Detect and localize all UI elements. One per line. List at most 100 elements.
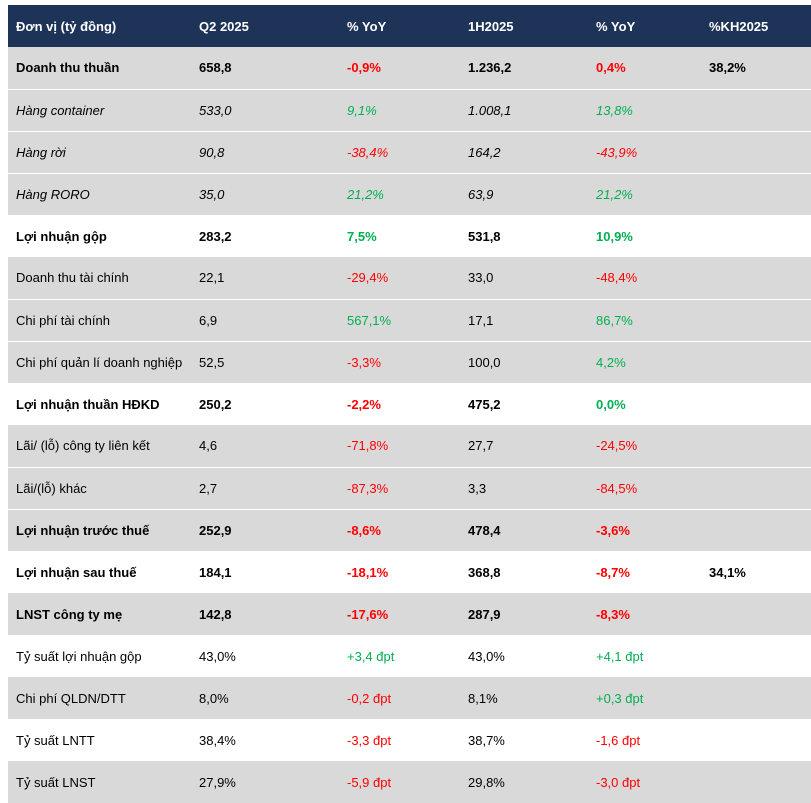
row-label: Hàng container bbox=[8, 89, 191, 132]
q2-yoy-value: 567,1% bbox=[339, 299, 460, 342]
kh-value bbox=[701, 131, 811, 174]
header-q2-yoy: % YoY bbox=[347, 18, 387, 34]
h1-yoy-value: -48,4% bbox=[588, 257, 701, 300]
q2-yoy-value: -0,9% bbox=[339, 47, 460, 90]
table-row: Lợi nhuận trước thuế 252,9 -8,6% 478,4 -… bbox=[8, 509, 811, 551]
table-row: LNST công ty mẹ 142,8 -17,6% 287,9 -8,3% bbox=[8, 593, 811, 635]
kh-value: 38,2% bbox=[701, 47, 811, 90]
h1-value: 38,7% bbox=[468, 732, 505, 748]
q2-value: 533,0 bbox=[191, 89, 339, 132]
table-row: Doanh thu tài chính 22,1 -29,4% 33,0 -48… bbox=[8, 257, 811, 300]
q2-value: 43,0% bbox=[199, 648, 236, 664]
h1-value: 1.236,2 bbox=[460, 47, 588, 90]
q2-value: 35,0 bbox=[199, 186, 225, 202]
h1-yoy-value: -8,7% bbox=[596, 564, 630, 580]
q2-value: 283,2 bbox=[199, 228, 232, 244]
q2-yoy-value: -5,9 đpt bbox=[347, 774, 392, 790]
h1-value: 3,3 bbox=[460, 467, 588, 510]
q2-value: 38,4% bbox=[199, 732, 236, 748]
header-q2-2025: Q2 2025 bbox=[199, 18, 249, 34]
q2-yoy-value: -2,2% bbox=[347, 396, 381, 412]
table-row: Chi phí tài chính 6,9 567,1% 17,1 86,7% bbox=[8, 299, 811, 342]
h1-value: 478,4 bbox=[468, 522, 501, 538]
h1-yoy-value: -84,5% bbox=[588, 467, 701, 510]
kh-value bbox=[701, 383, 811, 425]
q2-yoy-value: 9,1% bbox=[339, 89, 460, 132]
table-row: Hàng rời 90,8 -38,4% 164,2 -43,9% bbox=[8, 131, 811, 174]
h1-yoy-value: 13,8% bbox=[588, 89, 701, 132]
h1-yoy-value: 0,0% bbox=[596, 396, 626, 412]
h1-value: 164,2 bbox=[460, 131, 588, 174]
q2-value: 22,1 bbox=[191, 257, 339, 300]
table-row: Hàng container 533,0 9,1% 1.008,1 13,8% bbox=[8, 89, 811, 132]
q2-value: 52,5 bbox=[199, 354, 225, 370]
h1-value: 531,8 bbox=[468, 228, 501, 244]
q2-value: 8,0% bbox=[199, 690, 229, 706]
q2-yoy-value: -87,3% bbox=[339, 467, 460, 510]
table-row: Chi phí quản lí doanh nghiệp 52,5 -3,3% … bbox=[8, 341, 811, 383]
kh-value bbox=[701, 677, 811, 719]
q2-yoy-value: 21,2% bbox=[347, 186, 384, 202]
row-label: Lợi nhuận trước thuế bbox=[16, 522, 150, 538]
row-label: Lợi nhuận thuần HĐKD bbox=[16, 396, 160, 412]
row-label: Lãi/ (lỗ) công ty liên kết bbox=[8, 425, 191, 468]
h1-yoy-value: +0,3 đpt bbox=[596, 690, 644, 706]
row-label: Chi phí tài chính bbox=[8, 299, 191, 342]
kh-value bbox=[701, 341, 811, 383]
q2-value: 4,6 bbox=[191, 425, 339, 468]
kh-value bbox=[701, 215, 811, 257]
row-label: Doanh thu tài chính bbox=[8, 257, 191, 300]
row-label: Lợi nhuận sau thuế bbox=[16, 564, 137, 580]
q2-yoy-value: -0,2 đpt bbox=[347, 690, 392, 706]
header-1h2025: 1H2025 bbox=[468, 18, 514, 34]
h1-value: 287,9 bbox=[468, 606, 501, 622]
h1-yoy-value: -1,6 đpt bbox=[596, 732, 641, 748]
q2-yoy-value: -17,6% bbox=[347, 606, 389, 622]
table-row: Lợi nhuận sau thuế 184,1 -18,1% 368,8 -8… bbox=[8, 551, 811, 593]
table-row: Tỷ suất lợi nhuận gộp 43,0% +3,4 đpt 43,… bbox=[8, 635, 811, 677]
h1-yoy-value: -8,3% bbox=[596, 606, 630, 622]
h1-yoy-value: -3,6% bbox=[596, 522, 630, 538]
table-row: Tỷ suất LNTT 38,4% -3,3 đpt 38,7% -1,6 đ… bbox=[8, 719, 811, 761]
header-1h-yoy: % YoY bbox=[596, 18, 636, 34]
q2-value: 142,8 bbox=[199, 606, 232, 622]
h1-value: 100,0 bbox=[468, 354, 501, 370]
kh-value bbox=[701, 467, 811, 510]
h1-value: 27,7 bbox=[460, 425, 588, 468]
q2-value: 90,8 bbox=[191, 131, 339, 174]
row-label: Doanh thu thuần bbox=[8, 47, 191, 90]
q2-value: 184,1 bbox=[199, 564, 232, 580]
q2-value: 27,9% bbox=[199, 774, 236, 790]
h1-value: 63,9 bbox=[468, 186, 494, 202]
h1-yoy-value: -24,5% bbox=[588, 425, 701, 468]
h1-value: 475,2 bbox=[468, 396, 501, 412]
table-row: Tỷ suất LNST 27,9% -5,9 đpt 29,8% -3,0 đ… bbox=[8, 761, 811, 803]
kh-value bbox=[701, 257, 811, 300]
h1-value: 368,8 bbox=[468, 564, 501, 580]
q2-yoy-value: 7,5% bbox=[347, 228, 377, 244]
row-label: Chi phí QLDN/DTT bbox=[16, 690, 126, 706]
kh-value bbox=[701, 509, 811, 551]
h1-value: 43,0% bbox=[468, 648, 505, 664]
q2-value: 250,2 bbox=[199, 396, 232, 412]
table-row: Lợi nhuận gộp 283,2 7,5% 531,8 10,9% bbox=[8, 215, 811, 257]
table-row: Lãi/ (lỗ) công ty liên kết 4,6 -71,8% 27… bbox=[8, 425, 811, 468]
h1-value: 8,1% bbox=[468, 690, 498, 706]
row-label: Hàng RORO bbox=[16, 186, 90, 202]
kh-value bbox=[701, 299, 811, 342]
h1-value: 29,8% bbox=[468, 774, 505, 790]
h1-yoy-value: 10,9% bbox=[596, 228, 633, 244]
kh-value bbox=[701, 89, 811, 132]
h1-yoy-value: 86,7% bbox=[588, 299, 701, 342]
kh-value bbox=[701, 593, 811, 635]
q2-yoy-value: -71,8% bbox=[339, 425, 460, 468]
q2-yoy-value: -8,6% bbox=[347, 522, 381, 538]
h1-yoy-value: 0,4% bbox=[588, 47, 701, 90]
q2-value: 252,9 bbox=[199, 522, 232, 538]
table-row: Lãi/(lỗ) khác 2,7 -87,3% 3,3 -84,5% bbox=[8, 467, 811, 510]
q2-value: 658,8 bbox=[191, 47, 339, 90]
h1-yoy-value: -3,0 đpt bbox=[596, 774, 641, 790]
q2-yoy-value: -18,1% bbox=[347, 564, 389, 580]
row-label: Tỷ suất LNTT bbox=[16, 732, 95, 748]
h1-value: 33,0 bbox=[460, 257, 588, 300]
